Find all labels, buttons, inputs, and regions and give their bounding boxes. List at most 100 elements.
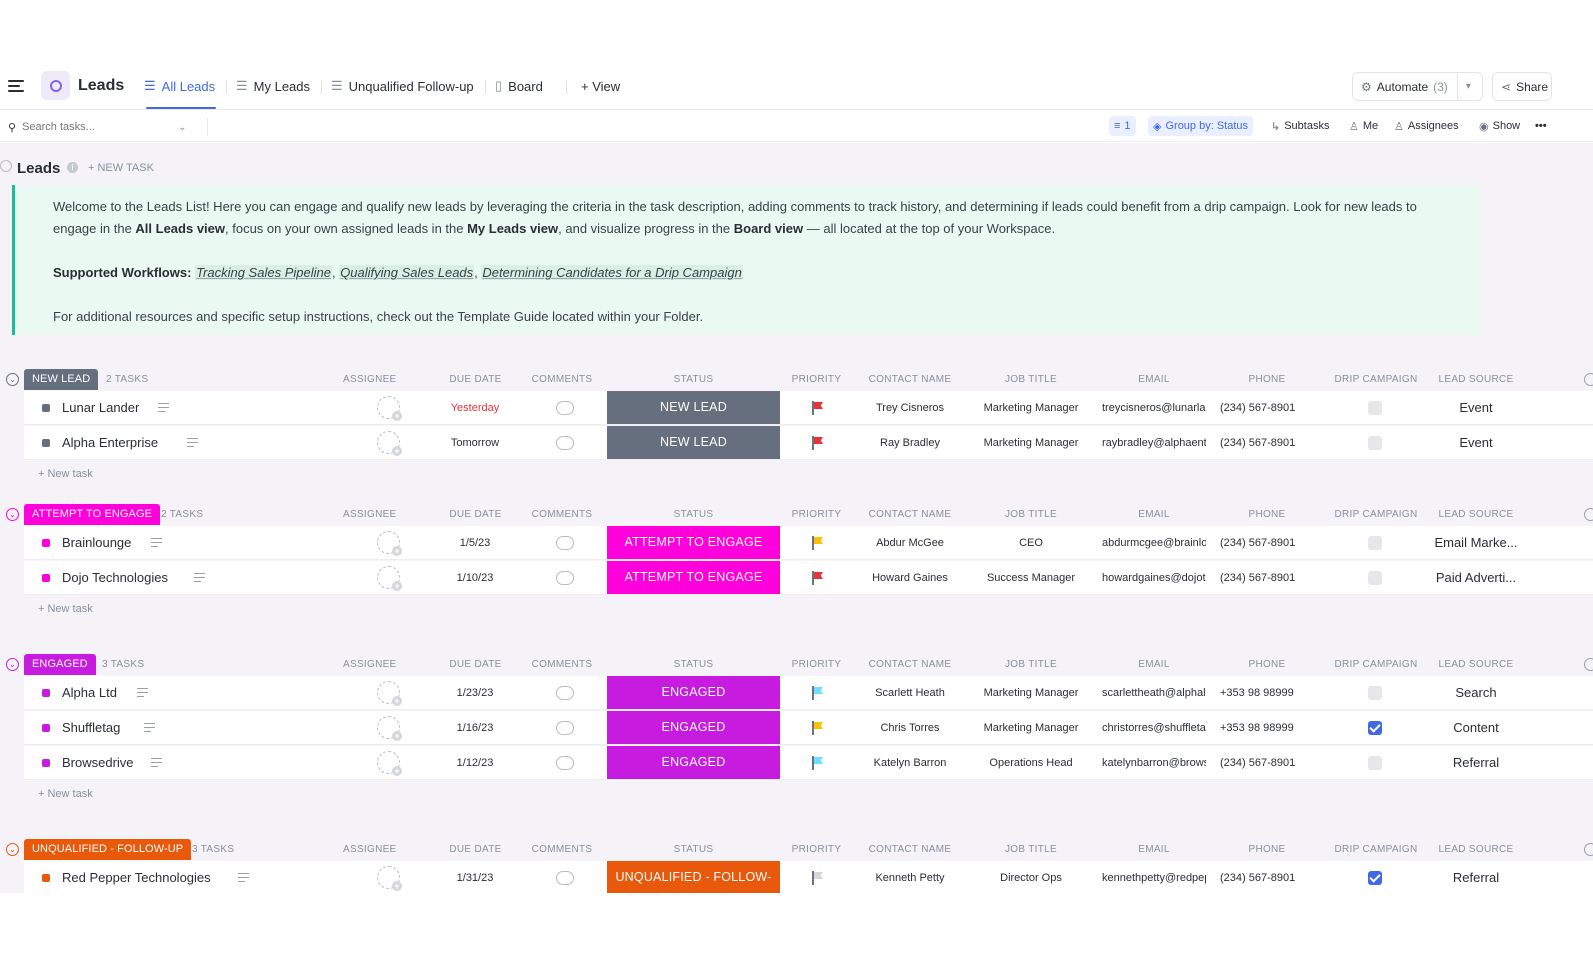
due-date[interactable]: Tomorrow	[450, 437, 500, 449]
status-cell[interactable]: ATTEMPT TO ENGAGE	[607, 526, 780, 559]
phone[interactable]: (234) 567-8901	[1220, 572, 1296, 584]
priority-flag-icon[interactable]	[812, 686, 824, 700]
column-header-status[interactable]: STATUS	[673, 374, 714, 385]
task-name[interactable]: Dojo Technologies	[62, 570, 168, 585]
column-header-drip-campaign[interactable]: DRIP CAMPAIGN	[1334, 509, 1418, 520]
contact-name[interactable]: Howard Gaines	[872, 572, 948, 584]
status-square-icon[interactable]	[42, 689, 50, 697]
column-header-status[interactable]: STATUS	[673, 659, 714, 670]
add-assignee-icon[interactable]	[377, 681, 402, 706]
contact-name[interactable]: Kenneth Petty	[875, 872, 945, 884]
lead-source[interactable]: Event	[1459, 435, 1493, 450]
contact-name[interactable]: Trey Cisneros	[875, 402, 945, 414]
contact-name[interactable]: Ray Bradley	[880, 437, 940, 449]
drip-campaign-checkbox[interactable]	[1368, 571, 1382, 585]
priority-flag-icon[interactable]	[812, 756, 824, 770]
contact-name[interactable]: Scarlett Heath	[875, 687, 945, 699]
add-assignee-icon[interactable]	[377, 866, 402, 891]
comment-icon[interactable]	[556, 401, 574, 415]
tab-my-leads[interactable]: ☰ My Leads	[236, 78, 311, 95]
job-title[interactable]: Marketing Manager	[983, 722, 1079, 734]
column-header-due-date[interactable]: DUE DATE	[449, 374, 502, 385]
add-assignee-icon[interactable]	[377, 431, 402, 456]
task-name[interactable]: Shuffletag	[62, 720, 121, 735]
column-header-assignee[interactable]: ASSIGNEE	[343, 844, 397, 855]
status-square-icon[interactable]	[42, 724, 50, 732]
drip-campaign-checkbox[interactable]	[1368, 871, 1382, 885]
status-square-icon[interactable]	[42, 574, 50, 582]
task-row[interactable]: Shuffletag 1/16/23 ENGAGED Chris Torres …	[24, 711, 1593, 745]
new-task-button[interactable]: + NEW TASK	[88, 162, 154, 174]
job-title[interactable]: CEO	[1019, 537, 1043, 549]
task-row[interactable]: Brainlounge 1/5/23 ATTEMPT TO ENGAGE Abd…	[24, 526, 1593, 560]
phone[interactable]: (234) 567-8901	[1220, 402, 1296, 414]
priority-flag-icon[interactable]	[812, 436, 824, 450]
column-header-job-title[interactable]: JOB TITLE	[1005, 374, 1057, 385]
column-header-drip-campaign[interactable]: DRIP CAMPAIGN	[1334, 844, 1418, 855]
email[interactable]: christorres@shuffletag.com	[1102, 722, 1206, 734]
column-header-comments[interactable]: COMMENTS	[531, 844, 593, 855]
email[interactable]: scarlettheath@alphaltd.com	[1102, 687, 1206, 699]
column-header-phone[interactable]: PHONE	[1248, 374, 1286, 385]
column-header-assignee[interactable]: ASSIGNEE	[343, 659, 397, 670]
priority-flag-icon[interactable]	[812, 401, 824, 415]
status-cell[interactable]: ENGAGED	[607, 711, 780, 744]
task-row[interactable]: Red Pepper Technologies 1/31/23 UNQUALIF…	[24, 861, 1593, 893]
subtasks-button[interactable]: ↳ Subtasks	[1271, 120, 1330, 133]
column-header-priority[interactable]: PRIORITY	[791, 374, 842, 385]
job-title[interactable]: Marketing Manager	[983, 687, 1079, 699]
status-square-icon[interactable]	[42, 439, 50, 447]
task-row[interactable]: Alpha Enterprise Tomorrow NEW LEAD Ray B…	[24, 426, 1593, 460]
lead-source[interactable]: Referral	[1452, 870, 1500, 885]
drip-campaign-checkbox[interactable]	[1368, 686, 1382, 700]
collapse-section-icon[interactable]	[0, 160, 12, 172]
drip-campaign-checkbox[interactable]	[1368, 536, 1382, 550]
workflow-link[interactable]: Tracking Sales Pipeline	[195, 265, 332, 280]
job-title[interactable]: Success Manager	[986, 572, 1076, 584]
column-header-contact-name[interactable]: CONTACT NAME	[868, 509, 952, 520]
column-header-priority[interactable]: PRIORITY	[791, 844, 842, 855]
column-header-due-date[interactable]: DUE DATE	[449, 509, 502, 520]
priority-flag-icon[interactable]	[812, 571, 824, 585]
column-header-status[interactable]: STATUS	[673, 509, 714, 520]
column-header-drip-campaign[interactable]: DRIP CAMPAIGN	[1334, 374, 1418, 385]
comment-icon[interactable]	[556, 536, 574, 550]
comment-icon[interactable]	[556, 686, 574, 700]
add-assignee-icon[interactable]	[377, 531, 402, 556]
column-header-comments[interactable]: COMMENTS	[531, 509, 593, 520]
column-header-contact-name[interactable]: CONTACT NAME	[868, 659, 952, 670]
drip-campaign-checkbox[interactable]	[1368, 756, 1382, 770]
tab-unqualified-follow-up[interactable]: ☰ Unqualified Follow-up	[331, 78, 474, 95]
task-row[interactable]: Lunar Lander Yesterday NEW LEAD Trey Cis…	[24, 391, 1593, 425]
column-header-email[interactable]: EMAIL	[1138, 659, 1170, 670]
status-square-icon[interactable]	[42, 404, 50, 412]
email[interactable]: kennethpetty@redpepper.com	[1102, 872, 1206, 884]
task-name[interactable]: Brainlounge	[62, 535, 132, 550]
due-date[interactable]: 1/5/23	[459, 537, 491, 549]
lead-source[interactable]: Paid Adverti...	[1435, 570, 1517, 585]
priority-flag-icon[interactable]	[812, 871, 824, 885]
status-cell[interactable]: ATTEMPT TO ENGAGE	[607, 561, 780, 594]
column-header-priority[interactable]: PRIORITY	[791, 509, 842, 520]
column-header-phone[interactable]: PHONE	[1248, 844, 1286, 855]
due-date[interactable]: 1/10/23	[456, 572, 494, 584]
tab-all-leads[interactable]: ☰ All Leads	[144, 79, 216, 109]
task-row[interactable]: Dojo Technologies 1/10/23 ATTEMPT TO ENG…	[24, 561, 1593, 595]
column-header-lead-source[interactable]: LEAD SOURCE	[1438, 844, 1514, 855]
column-header-assignee[interactable]: ASSIGNEE	[343, 509, 397, 520]
due-date[interactable]: 1/12/23	[456, 757, 494, 769]
status-square-icon[interactable]	[42, 874, 50, 882]
status-cell[interactable]: UNQUALIFIED - FOLLOW-UP	[607, 861, 780, 893]
lead-source[interactable]: Search	[1455, 685, 1497, 700]
add-task-button[interactable]: + New task	[38, 468, 93, 480]
comment-icon[interactable]	[556, 871, 574, 885]
add-view-button[interactable]: + View	[581, 79, 621, 94]
priority-flag-icon[interactable]	[812, 721, 824, 735]
lead-source[interactable]: Referral	[1452, 755, 1500, 770]
drip-campaign-checkbox[interactable]	[1368, 436, 1382, 450]
automate-button[interactable]: ⚙ Automate (3) ▾	[1352, 72, 1483, 101]
job-title[interactable]: Marketing Manager	[983, 437, 1079, 449]
status-badge[interactable]: ENGAGED	[24, 654, 96, 675]
phone[interactable]: (234) 567-8901	[1220, 757, 1296, 769]
email[interactable]: howardgaines@dojotechnologies.com	[1102, 572, 1206, 584]
